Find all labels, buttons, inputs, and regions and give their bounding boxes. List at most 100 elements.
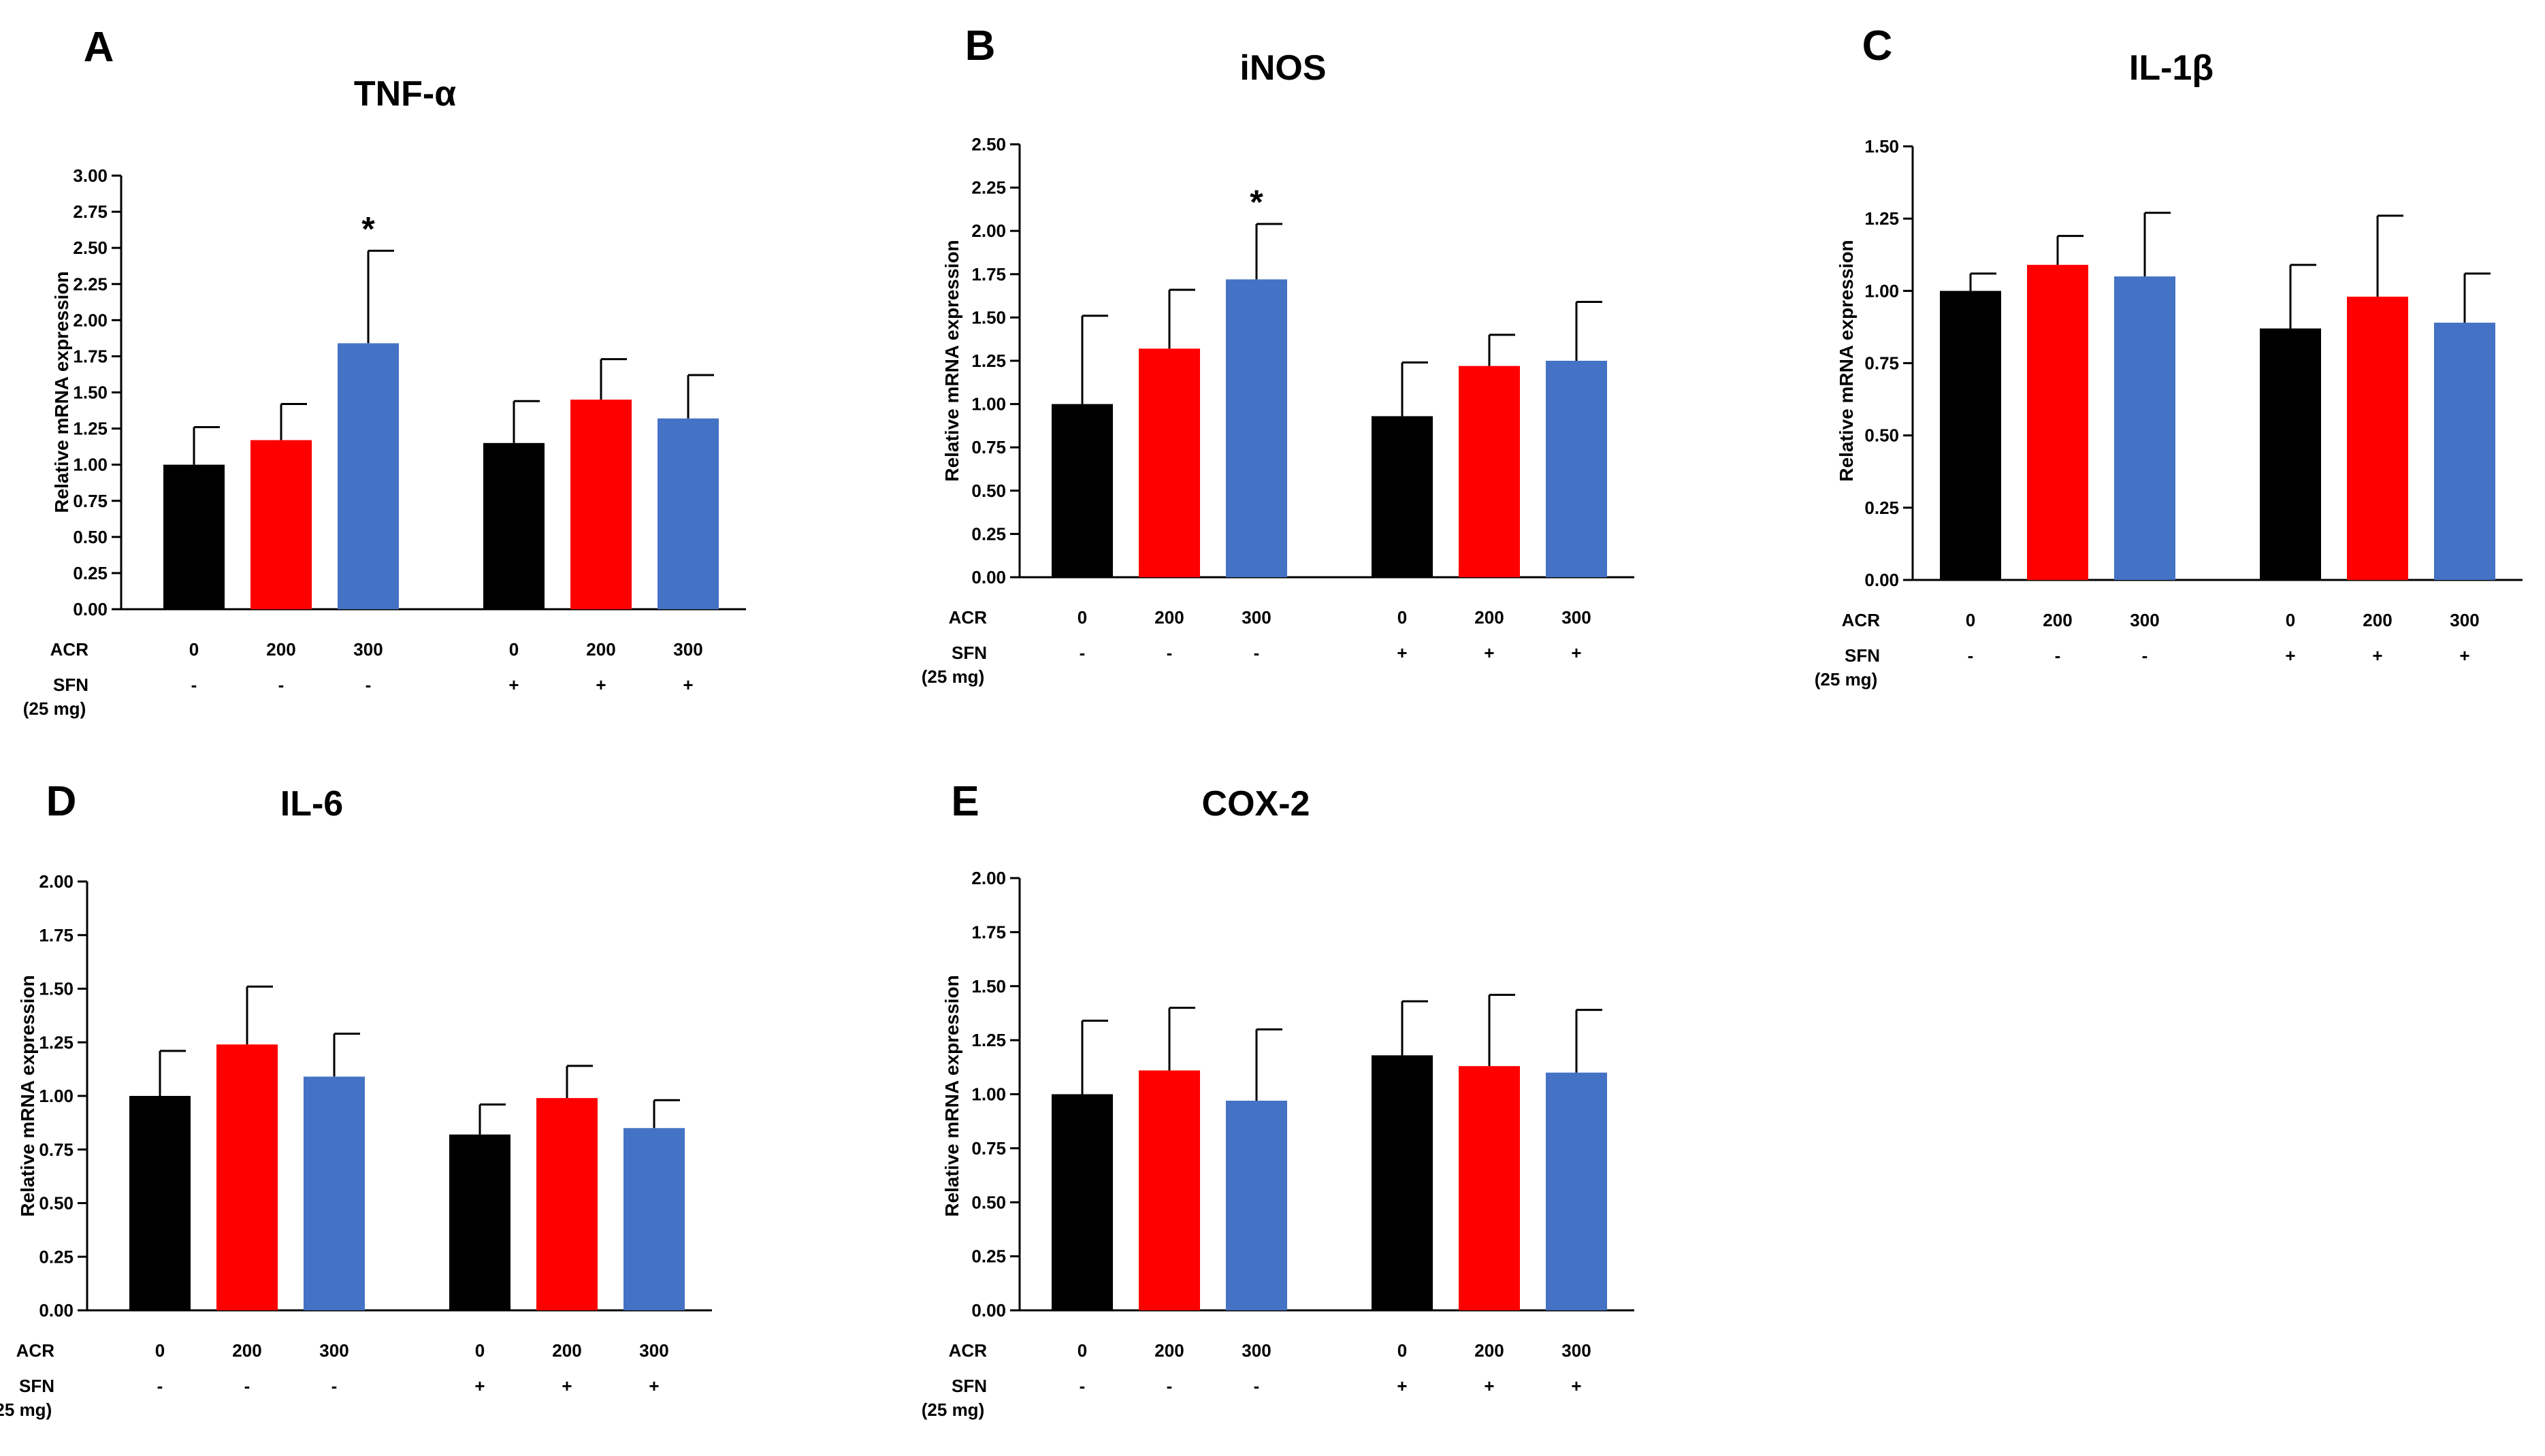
bar-b-4 (1372, 416, 1433, 577)
bar-b-6 (1546, 361, 1607, 577)
sfn-value-c: + (2285, 645, 2295, 666)
sfn-dose-label-c: (25 mg) (1815, 669, 1877, 690)
acr-value-b: 300 (1242, 607, 1271, 628)
acr-value-c: 200 (2043, 610, 2072, 630)
y-tick-label-c: 1.50 (1864, 136, 1899, 157)
sfn-value-b: - (1080, 643, 1086, 663)
sfn-value-c: - (2142, 645, 2148, 666)
bar-c-2 (2027, 265, 2088, 580)
y-tick-label-d: 1.50 (39, 979, 74, 999)
y-tick-label-e: 1.75 (971, 922, 1006, 942)
y-tick-label-e: 2.00 (971, 868, 1006, 888)
sfn-value-b: + (1571, 643, 1581, 663)
panel-letter-a: A (84, 24, 114, 71)
sfn-row-label-a: SFN (53, 675, 88, 695)
y-tick-label-a: 2.25 (73, 274, 108, 294)
bar-a-2 (250, 440, 312, 609)
y-tick-label-e: 1.00 (971, 1084, 1006, 1105)
y-tick-label-a: 0.75 (73, 491, 108, 511)
y-tick-label-b: 1.75 (971, 264, 1006, 285)
panel-letter-c: C (1862, 22, 1893, 69)
sfn-value-e: + (1484, 1376, 1494, 1396)
sfn-value-c: - (2055, 645, 2061, 666)
y-tick-label-a: 1.00 (73, 455, 108, 475)
acr-row-label-e: ACR (949, 1340, 988, 1361)
acr-value-a: 200 (266, 639, 295, 660)
panel-title-d: IL-6 (280, 784, 343, 824)
bar-c-5 (2347, 296, 2408, 580)
sfn-value-e: - (1080, 1376, 1086, 1396)
y-tick-label-b: 0.75 (971, 437, 1006, 457)
sfn-value-d: - (157, 1376, 163, 1396)
sfn-dose-label-d: (25 mg) (0, 1400, 52, 1420)
y-tick-label-a: 1.75 (73, 346, 108, 366)
y-tick-label-c: 1.25 (1864, 208, 1899, 229)
acr-value-e: 200 (1154, 1340, 1184, 1361)
bar-d-3 (304, 1076, 365, 1310)
y-tick-label-d: 1.25 (39, 1032, 74, 1052)
acr-value-d: 200 (232, 1340, 261, 1361)
acr-value-d: 300 (639, 1340, 668, 1361)
acr-value-c: 300 (2130, 610, 2159, 630)
y-tick-label-c: 1.00 (1864, 280, 1899, 301)
y-tick-label-a: 0.25 (73, 563, 108, 583)
acr-value-d: 0 (155, 1340, 165, 1361)
sfn-value-c: - (1968, 645, 1974, 666)
sfn-value-a: - (366, 675, 372, 695)
acr-value-a: 300 (353, 639, 383, 660)
bar-e-4 (1372, 1055, 1433, 1310)
acr-value-d: 200 (552, 1340, 581, 1361)
y-axis-label-a: Relative mRNA expression (51, 271, 72, 513)
y-axis-label-b: Relative mRNA expression (941, 240, 962, 481)
sfn-dose-label-a: (25 mg) (23, 698, 86, 719)
bar-b-1 (1052, 404, 1113, 577)
significance-marker-b: * (1250, 183, 1263, 221)
sfn-value-a: + (508, 675, 519, 695)
panel-title-a: TNF-α (354, 74, 456, 114)
acr-value-a: 0 (509, 639, 519, 660)
acr-value-b: 0 (1077, 607, 1087, 628)
sfn-value-c: + (2372, 645, 2382, 666)
acr-value-b: 200 (1474, 607, 1504, 628)
bar-d-6 (623, 1128, 685, 1310)
bar-c-3 (2114, 276, 2175, 580)
y-tick-label-a: 1.25 (73, 419, 108, 439)
y-tick-label-d: 0.50 (39, 1193, 74, 1214)
sfn-value-a: - (191, 675, 197, 695)
sfn-value-e: - (1254, 1376, 1260, 1396)
acr-value-e: 200 (1474, 1340, 1504, 1361)
y-tick-label-b: 2.00 (971, 221, 1006, 241)
bar-b-5 (1459, 366, 1520, 577)
sfn-value-d: + (562, 1376, 572, 1396)
acr-row-label-a: ACR (50, 639, 89, 660)
sfn-value-a: + (596, 675, 606, 695)
y-tick-label-a: 0.50 (73, 527, 108, 547)
y-tick-label-b: 0.00 (971, 567, 1006, 587)
y-tick-label-e: 1.25 (971, 1030, 1006, 1050)
y-tick-label-b: 1.00 (971, 394, 1006, 415)
panel-letter-b: B (965, 22, 996, 69)
y-tick-label-e: 0.25 (971, 1246, 1006, 1267)
y-tick-label-e: 0.50 (971, 1192, 1006, 1212)
bar-e-1 (1052, 1094, 1113, 1310)
bar-e-2 (1139, 1070, 1200, 1310)
y-tick-label-a: 1.50 (73, 383, 108, 403)
bar-c-4 (2260, 328, 2321, 580)
sfn-row-label-e: SFN (952, 1376, 987, 1396)
y-tick-label-a: 2.00 (73, 310, 108, 330)
panel-title-c: IL-1β (2129, 48, 2214, 88)
sfn-value-d: + (649, 1376, 659, 1396)
acr-row-label-c: ACR (1842, 610, 1881, 630)
bar-a-5 (570, 400, 632, 609)
acr-value-b: 300 (1561, 607, 1591, 628)
y-tick-label-d: 0.25 (39, 1246, 74, 1267)
acr-value-a: 200 (586, 639, 615, 660)
sfn-dose-label-b: (25 mg) (922, 666, 984, 687)
y-tick-label-d: 0.75 (39, 1139, 74, 1160)
sfn-row-label-c: SFN (1845, 645, 1880, 666)
acr-value-e: 0 (1397, 1340, 1407, 1361)
acr-value-a: 300 (673, 639, 702, 660)
bar-c-6 (2434, 323, 2495, 580)
y-tick-label-d: 2.00 (39, 871, 74, 892)
y-tick-label-d: 1.75 (39, 925, 74, 945)
